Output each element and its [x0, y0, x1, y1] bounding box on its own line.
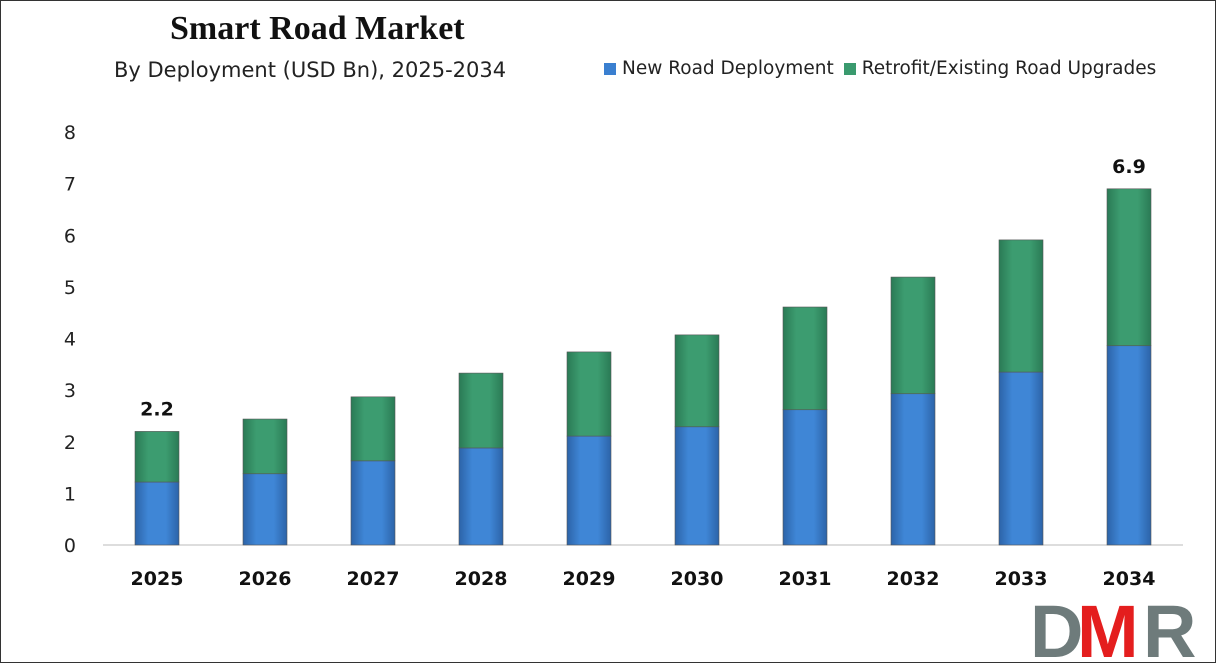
y-tick-label: 3 — [64, 380, 76, 402]
y-tick-label: 2 — [64, 432, 76, 454]
legend-item-new-road: New Road Deployment — [604, 58, 834, 79]
legend: New Road Deployment Retrofit/Existing Ro… — [604, 58, 1166, 79]
legend-swatch-new-road — [604, 62, 616, 75]
y-tick-label: 4 — [64, 329, 76, 351]
legend-item-retrofit: Retrofit/Existing Road Upgrades — [843, 58, 1157, 79]
bar-retrofit-2028 — [458, 372, 504, 449]
x-tick-label: 2033 — [995, 568, 1048, 590]
x-tick-label: 2029 — [563, 568, 616, 590]
legend-swatch-retrofit — [843, 62, 856, 75]
bar-retrofit-2029 — [566, 351, 612, 437]
bar-retrofit-2033 — [998, 239, 1044, 373]
data-label: 6.9 — [1112, 156, 1146, 178]
x-tick-label: 2028 — [455, 568, 508, 590]
chart-title: Smart Road Market — [170, 10, 465, 47]
svg-text:M: M — [1077, 590, 1139, 663]
bar-retrofit-2034 — [1106, 188, 1152, 347]
chart-subtitle: By Deployment (USD Bn), 2025-2034 — [114, 58, 507, 82]
legend-label-new-road: New Road Deployment — [622, 58, 834, 79]
bar-retrofit-2026 — [242, 418, 288, 475]
y-tick-label: 5 — [64, 277, 76, 299]
svg-text:R: R — [1143, 590, 1196, 663]
logo: D M R — [1030, 590, 1196, 663]
y-tick-label: 0 — [64, 535, 76, 557]
bar-new-road-2034 — [1106, 345, 1152, 546]
x-tick-label: 2025 — [131, 568, 184, 590]
x-tick-label: 2027 — [347, 568, 400, 590]
bar-new-road-2025 — [134, 481, 180, 546]
bar-new-road-2032 — [890, 393, 936, 546]
bar-retrofit-2025 — [134, 431, 180, 483]
bar-new-road-2033 — [998, 371, 1044, 546]
bar-new-road-2029 — [566, 435, 612, 546]
bar-new-road-2030 — [674, 426, 720, 546]
bar-new-road-2028 — [458, 447, 504, 546]
bar-new-road-2031 — [782, 409, 828, 546]
y-tick-label: 8 — [64, 122, 76, 144]
y-tick-label: 7 — [64, 174, 76, 196]
x-tick-label: 2026 — [239, 568, 292, 590]
bar-retrofit-2032 — [890, 276, 936, 395]
x-tick-label: 2031 — [779, 568, 832, 590]
bar-new-road-2026 — [242, 473, 288, 546]
svg-text:D: D — [1030, 590, 1081, 663]
bar-retrofit-2031 — [782, 306, 828, 411]
legend-label-retrofit: Retrofit/Existing Road Upgrades — [861, 58, 1157, 79]
x-tick-label: 2034 — [1103, 568, 1156, 590]
data-label: 2.2 — [140, 398, 174, 420]
y-tick-label: 1 — [64, 483, 76, 505]
x-tick-label: 2032 — [887, 568, 940, 590]
x-tick-label: 2030 — [671, 568, 724, 590]
y-tick-label: 6 — [64, 225, 76, 247]
bar-retrofit-2027 — [350, 396, 396, 462]
bar-new-road-2027 — [350, 460, 396, 546]
bar-retrofit-2030 — [674, 334, 720, 428]
